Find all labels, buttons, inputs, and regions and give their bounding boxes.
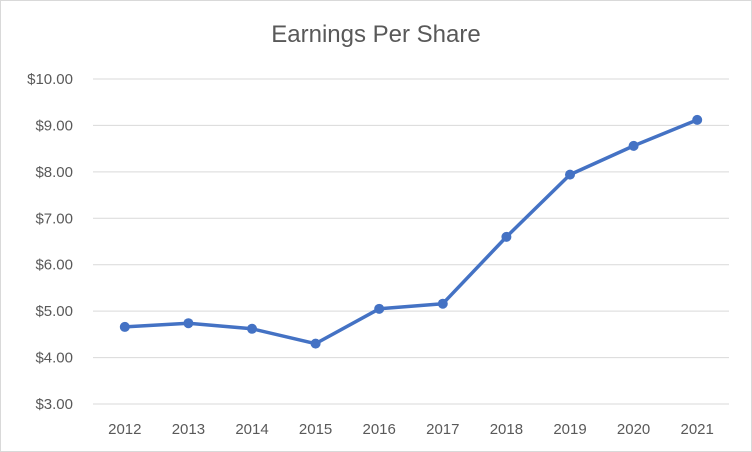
data-point: [247, 323, 257, 334]
x-tick-label: 2014: [235, 421, 268, 438]
x-tick-label: 2016: [363, 421, 396, 438]
y-tick-label: $3.00: [35, 396, 73, 413]
data-point: [119, 321, 130, 332]
x-tick-label: 2020: [617, 421, 650, 438]
y-tick-label: $5.00: [35, 303, 73, 320]
y-tick-label: $7.00: [35, 210, 73, 227]
y-tick-label: $9.00: [35, 117, 73, 134]
data-point: [437, 298, 448, 309]
y-tick-label: $4.00: [35, 350, 73, 367]
data-point: [565, 169, 575, 180]
data-point: [628, 140, 639, 151]
chart-title: Earnings Per Share: [271, 21, 481, 48]
x-tick-label: 2021: [681, 421, 714, 438]
x-tick-label: 2019: [553, 421, 586, 438]
x-tick-label: 2018: [490, 421, 523, 438]
x-tick-label: 2012: [108, 421, 141, 438]
data-point: [501, 231, 512, 242]
data-point: [374, 303, 385, 314]
y-tick-label: $10.00: [27, 71, 73, 88]
y-tick-label: $8.00: [35, 164, 73, 181]
data-point: [183, 318, 194, 329]
series-line: [123, 118, 699, 346]
data-point: [692, 114, 703, 125]
x-tick-label: 2017: [426, 421, 459, 438]
y-tick-label: $6.00: [35, 257, 73, 274]
data-point: [310, 338, 321, 349]
x-tick-label: 2015: [299, 421, 332, 438]
x-tick-label: 2013: [172, 421, 205, 438]
